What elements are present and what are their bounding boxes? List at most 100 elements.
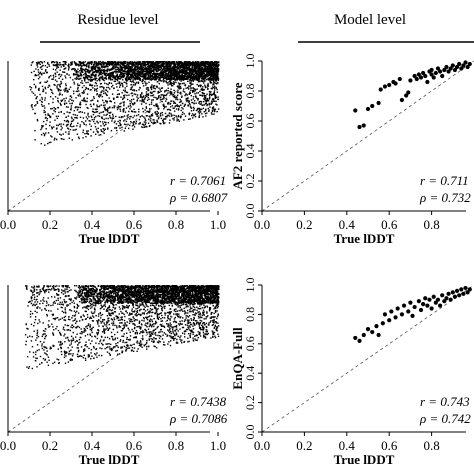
data-point [137,70,139,72]
data-point [57,124,60,127]
data-point [201,94,204,97]
data-point [90,125,93,127]
data-point [161,98,163,101]
data-point [206,63,209,66]
data-point [156,113,159,115]
data-point [208,110,210,113]
x-tick-label: 0.2 [42,217,58,232]
data-point [106,108,109,110]
data-point [132,124,135,126]
data-point [146,126,148,128]
data-point [199,90,201,93]
data-point [429,72,434,77]
data-point [127,64,130,66]
data-point [63,119,66,122]
data-point [98,354,100,357]
data-point [79,101,82,103]
data-point [89,62,92,64]
data-point [149,323,151,325]
data-point [93,66,95,69]
data-point [68,131,70,133]
data-point [143,288,145,290]
data-point [157,68,160,71]
data-point [40,128,42,131]
data-point [170,88,172,90]
data-point [197,315,200,318]
data-point [208,78,210,81]
data-point [213,108,215,110]
data-point [161,314,163,317]
data-point [103,114,105,116]
data-point [86,305,88,307]
data-point [193,70,195,72]
data-point [212,78,214,81]
x-tick-label: 0.0 [254,217,270,232]
data-point [79,64,82,66]
data-point [35,74,38,77]
data-point [170,91,173,93]
data-point [153,119,155,121]
data-point [77,71,79,73]
data-point [213,72,216,74]
data-point [165,73,167,75]
data-point [194,61,196,64]
data-point [138,63,141,65]
data-point [202,75,204,77]
data-point [124,127,127,130]
data-point [197,66,199,68]
data-point [186,75,188,78]
data-point [178,65,181,68]
data-point [100,61,103,64]
data-point [145,67,148,69]
data-point [101,354,103,357]
data-point [135,76,137,78]
data-point [152,70,155,73]
data-point [77,304,79,307]
data-point [212,106,215,108]
data-point [35,357,37,359]
data-point [174,79,176,82]
data-point [143,73,145,75]
data-point [125,66,128,69]
data-point [204,75,207,77]
data-point [182,78,184,81]
data-point [204,99,206,101]
x-tick-label: 0.8 [168,217,184,232]
data-point [93,116,96,119]
data-point [55,61,57,63]
data-point [90,317,93,319]
data-point [179,75,181,78]
data-point [129,338,131,341]
data-point [170,113,172,115]
data-point [130,115,132,118]
data-point [140,343,143,345]
data-point [197,71,200,74]
data-point [52,61,55,63]
data-point [153,85,156,87]
data-point [151,70,153,73]
data-point [203,61,205,63]
data-point [87,87,90,90]
data-point [48,114,51,117]
data-point [180,77,183,80]
data-point [202,72,204,75]
data-point [63,89,65,91]
data-point [123,130,125,132]
data-point [111,61,113,64]
data-point [41,68,43,71]
data-point [149,75,151,77]
data-point [140,95,142,97]
data-point [158,82,160,85]
data-point [132,103,134,106]
data-point [110,82,113,84]
data-point [60,64,62,66]
data-point [176,71,178,74]
data-point [215,305,217,308]
data-point [48,77,50,79]
data-point [100,104,102,106]
data-point [137,82,140,85]
data-point [65,63,67,66]
data-point [214,80,217,82]
data-point [133,81,135,84]
data-point [29,88,32,91]
